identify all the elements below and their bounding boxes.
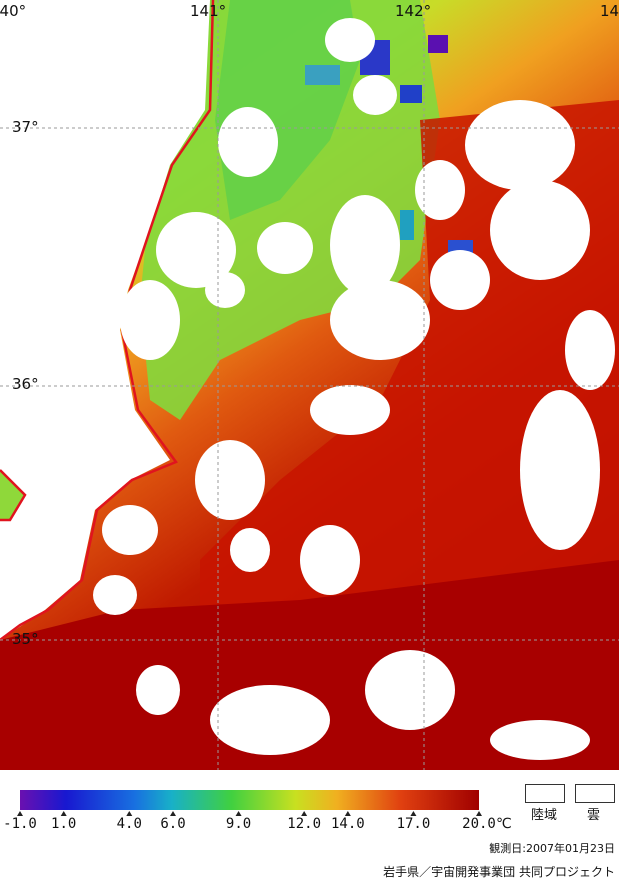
tickmark (235, 811, 242, 816)
temperature-legend (17, 790, 482, 816)
cold-patch (400, 85, 422, 103)
observation-date: 観測日:2007年01月23日 (489, 842, 615, 855)
land-honshu (0, 0, 210, 640)
tickmark (476, 811, 482, 816)
coastline (0, 0, 215, 641)
sea-surface-temperature-map (0, 0, 619, 770)
cold-patch (400, 210, 414, 240)
tickmark (126, 811, 133, 816)
tickmark (170, 811, 176, 816)
tick-label: 14.0 (330, 816, 365, 832)
land-legend-label: 陸域 (531, 808, 558, 823)
lon-label-143: 143° (600, 2, 619, 20)
credit-line: 岩手県／宇宙開発事業団 共同プロジェクト (383, 865, 615, 879)
color-scale-bar (20, 790, 479, 810)
tick-label: 17.0 (396, 816, 431, 832)
tickmark (17, 811, 23, 816)
cold-patch (305, 65, 340, 85)
lon-label-142: 142° (395, 2, 432, 20)
lon-label-141: 141° (190, 2, 227, 20)
tick-label: 1.0 (51, 816, 77, 832)
lat-label-36: 36° (12, 375, 39, 393)
tick-label: 4.0 (116, 816, 142, 832)
cloud-cover (93, 18, 615, 760)
warmest-water-region (0, 560, 619, 770)
temperature-unit: ℃ (496, 816, 512, 832)
tickmark (344, 811, 351, 816)
tick-label: 6.0 (160, 816, 186, 832)
graticule (0, 0, 619, 770)
cold-patch (428, 35, 448, 53)
tickmark (301, 811, 308, 816)
lat-label-37: 37° (12, 118, 39, 136)
tick-label: 20.0 (462, 816, 496, 832)
land-legend-box (525, 784, 565, 803)
lat-label-35: 35° (12, 630, 39, 648)
tickmark (410, 811, 417, 816)
scale-tickmarks (17, 811, 482, 816)
tickmark (60, 811, 67, 816)
tick-label: -1.0 (3, 816, 37, 832)
tick-label: 9.0 (225, 816, 252, 832)
coastline-peninsula (0, 469, 27, 522)
cloud-legend-box (575, 784, 615, 803)
cloud-legend-label: 雲 (587, 808, 601, 823)
lon-label-140: 140° (0, 2, 27, 20)
tick-label: 12.0 (287, 816, 321, 832)
